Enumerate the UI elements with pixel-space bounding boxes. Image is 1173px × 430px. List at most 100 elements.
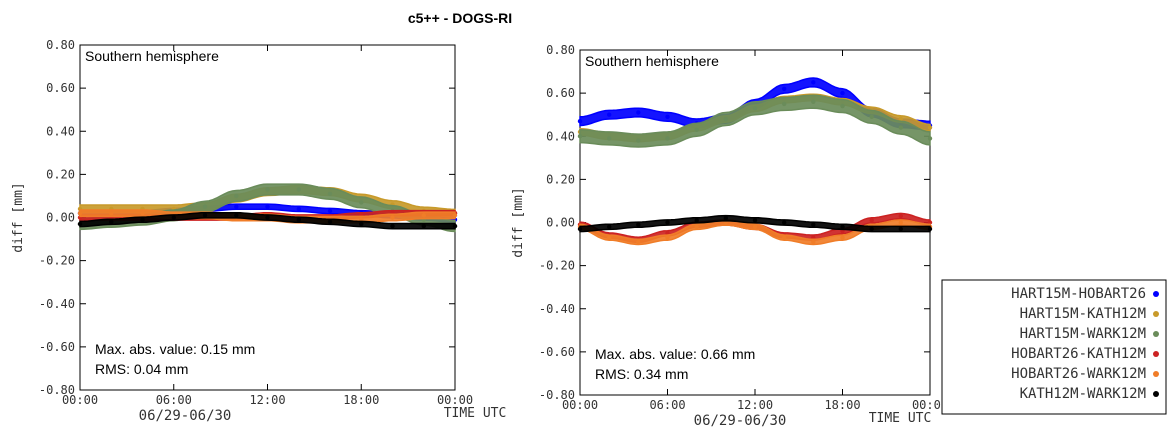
data-point-hobart26-wark12m [421,213,426,218]
y-tick-label: -0.40 [539,302,575,316]
data-point-hobart26-wark12m [109,211,114,216]
data-point-kath12m-wark12m [171,215,176,220]
data-point-hart15m-wark12m [359,200,364,205]
date-label: 06/29-06/30 [694,413,787,429]
data-point-hart15m-wark12m [265,187,270,192]
data-point-kath12m-wark12m [234,213,239,218]
data-point-hart15m-hobart26 [665,114,670,120]
data-point-hobart26-wark12m [898,220,903,225]
x-tick-label: 00:00 [562,398,598,412]
date-label: 06/29-06/30 [139,408,232,424]
data-point-kath12m-wark12m [390,223,395,229]
data-point-hobart26-kath12m [869,218,874,223]
max-abs-value: Max. abs. value: 0.66 mm [595,346,755,362]
data-point-hart15m-wark12m [607,136,612,141]
x-tick-label: 06:00 [649,398,685,412]
x-axis-label: TIME UTC [444,406,507,421]
y-tick-label: 0.40 [546,129,575,143]
data-point-kath12m-wark12m [665,220,670,225]
x-tick-label: 00:00 [912,398,948,412]
data-point-kath12m-wark12m [140,217,145,222]
data-point-hobart26-wark12m [452,213,458,218]
data-point-hobart26-wark12m [77,211,83,216]
data-point-kath12m-wark12m [359,221,364,227]
rms-value: RMS: 0.04 mm [95,361,188,377]
data-point-kath12m-wark12m [452,223,458,229]
data-point-hart15m-wark12m [296,187,301,192]
panel-title: Southern hemisphere [85,48,219,64]
data-point-hart15m-wark12m [811,99,816,105]
data-point-hart15m-wark12m [202,204,208,209]
legend-entry-label: HART15M-KATH12M [1020,306,1146,322]
legend-marker [1153,391,1159,397]
chart-panel-1: 0.80 0.60 0.40 0.20 0.00 -0.20 -0.40 -0.60 -0.80… [11,38,506,424]
data-point-hart15m-wark12m [636,138,641,143]
data-point-kath12m-wark12m [898,226,903,232]
data-point-hart15m-wark12m [577,134,583,139]
data-point-hobart26-wark12m [665,235,670,240]
max-abs-value: Max. abs. value: 0.15 mm [95,341,255,357]
data-point-hart15m-hobart26 [265,204,270,209]
y-tick-label: 0.40 [46,124,75,138]
y-tick-label: -0.40 [39,297,75,311]
y-tick-label: -0.60 [539,345,575,359]
y-tick-label: 0.20 [546,172,575,186]
y-tick-label: -0.80 [39,383,75,397]
data-point-hobart26-kath12m [898,213,903,219]
y-axis-label: diff [mm] [11,182,26,252]
legend-marker [1153,351,1159,357]
x-axis-label: TIME UTC [869,411,932,426]
y-tick-label: 0.60 [546,86,575,100]
data-point-hobart26-wark12m [636,239,641,245]
panel-title: Southern hemisphere [585,53,719,69]
data-point-hart15m-kath12m [927,125,933,130]
data-point-hart15m-wark12m [327,191,333,196]
y-tick-label: -0.20 [39,254,75,268]
data-point-kath12m-wark12m [77,221,83,227]
y-tick-label: -0.20 [539,259,575,273]
data-point-kath12m-wark12m [782,220,787,225]
data-point-hart15m-wark12m [665,136,670,141]
data-point-hart15m-wark12m [234,193,239,199]
data-point-hobart26-wark12m [752,224,758,229]
data-point-hobart26-wark12m [782,235,787,240]
x-tick-label: 12:00 [737,398,773,412]
data-point-hart15m-wark12m [927,136,933,141]
rms-value: RMS: 0.34 mm [595,366,688,382]
data-point-kath12m-wark12m [327,219,333,224]
data-point-kath12m-wark12m [840,224,845,229]
data-point-kath12m-wark12m [607,224,612,229]
data-point-hobart26-wark12m [811,239,816,245]
data-point-hart15m-wark12m [752,106,758,111]
data-point-hart15m-hobart26 [811,80,816,85]
data-point-hart15m-hobart26 [296,206,301,212]
data-point-kath12m-wark12m [752,218,758,223]
data-point-hart15m-kath12m [898,116,903,122]
y-tick-label: -0.80 [539,388,575,402]
legend-marker [1153,331,1159,337]
chart-panel-2: 0.80 0.60 0.40 0.20 0.00 -0.20 -0.40 -0.60 -0.80… [511,43,948,429]
data-point-hart15m-wark12m [694,127,699,132]
y-tick-label: 0.80 [46,38,75,52]
x-tick-label: 18:00 [824,398,860,412]
data-point-kath12m-wark12m [265,215,270,220]
x-tick-label: 06:00 [156,393,192,407]
data-point-kath12m-wark12m [869,226,874,232]
legend-entry-label: HOBART26-KATH12M [1011,346,1146,362]
legend-entry-label: KATH12M-WARK12M [1020,386,1146,402]
data-point-hobart26-wark12m [390,215,395,220]
y-tick-label: 0.00 [46,211,75,225]
data-point-kath12m-wark12m [109,219,114,224]
data-point-hart15m-wark12m [869,114,874,120]
legend-entry-label: HART15M-HOBART26 [1011,286,1146,302]
data-point-hart15m-wark12m [898,125,903,130]
data-point-hart15m-wark12m [782,101,787,107]
data-point-hart15m-hobart26 [782,86,787,92]
x-tick-label: 00:00 [437,393,473,407]
data-point-kath12m-wark12m [694,218,699,223]
y-tick-label: 0.80 [546,43,575,57]
data-point-hart15m-hobart26 [234,204,239,209]
data-point-kath12m-wark12m [723,216,728,221]
plots-area: 0.80 0.60 0.40 0.20 0.00 -0.20 -0.40 -0.60 -0.80… [11,38,948,429]
